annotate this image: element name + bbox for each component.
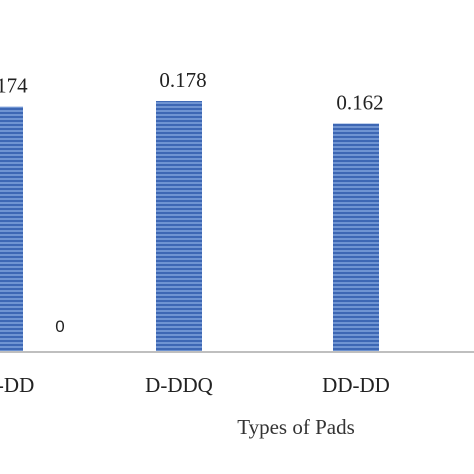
data-label-d-dd-series-1: 0.174 [0, 74, 28, 98]
x-axis-title: Types of Pads [237, 415, 355, 439]
data-label-d-ddq-series-1: 0.178 [159, 68, 206, 92]
bar-d-dd-series-1 [0, 106, 23, 352]
bars-layer [0, 101, 379, 353]
data-label-d-dd-series-2: 0 [55, 317, 64, 336]
x-tick-label-d-dd: D-DD [0, 373, 34, 397]
x-tick-label-dd-dd: DD-DD [322, 373, 390, 397]
x-tick-label-d-ddq: D-DDQ [145, 373, 213, 397]
bar-dd-dd-series-1 [333, 123, 379, 352]
bar-d-ddq-series-1 [156, 101, 202, 353]
data-label-dd-dd-series-1: 0.162 [336, 91, 383, 115]
labels-layer: 0.174 0.178 0.162 0 D-DD D-DDQ DD-DD [0, 68, 390, 397]
